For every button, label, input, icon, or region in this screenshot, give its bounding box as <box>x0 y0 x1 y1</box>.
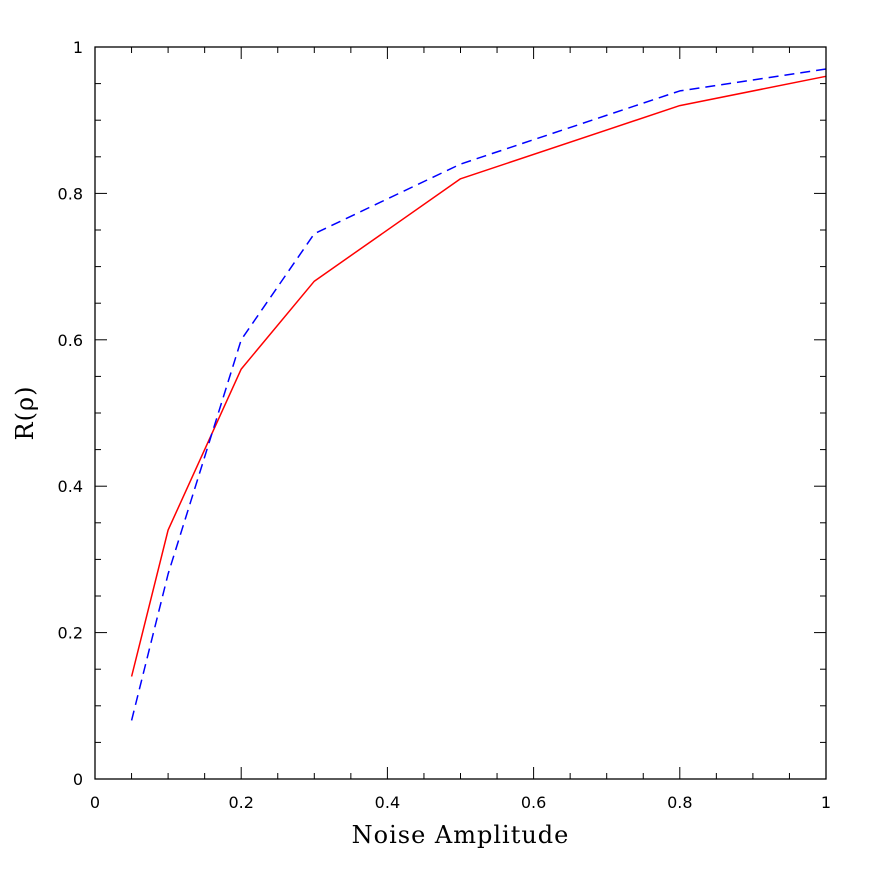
x-tick-label: 1 <box>821 793 831 812</box>
series-line-2-dashed <box>130 68 827 721</box>
series-line-1-solid <box>130 75 827 677</box>
x-tick-label: 0.2 <box>228 793 253 812</box>
y-axis-title: R(ρ) <box>11 386 39 441</box>
x-axis-title: Noise Amplitude <box>352 821 570 849</box>
y-tick-label: 0.4 <box>58 477 83 496</box>
x-tick-label: 0 <box>90 793 100 812</box>
y-tick-label: 0.2 <box>58 624 83 643</box>
y-tick-label: 0.8 <box>58 184 83 203</box>
y-tick-label: 0.6 <box>58 331 83 350</box>
x-tick-labels: 0 0.2 0.4 0.6 0.8 1 <box>90 793 831 812</box>
y-tick-labels: 0 0.2 0.4 0.6 0.8 1 <box>58 38 83 789</box>
x-tick-label: 0.8 <box>667 793 692 812</box>
y-tick-label: 0 <box>73 770 83 789</box>
y-tick-label: 1 <box>73 38 83 57</box>
plot-frame <box>94 46 827 780</box>
x-tick-label: 0.6 <box>521 793 546 812</box>
tick-marks <box>94 46 827 780</box>
series-lines <box>130 68 827 721</box>
x-tick-label: 0.4 <box>375 793 400 812</box>
